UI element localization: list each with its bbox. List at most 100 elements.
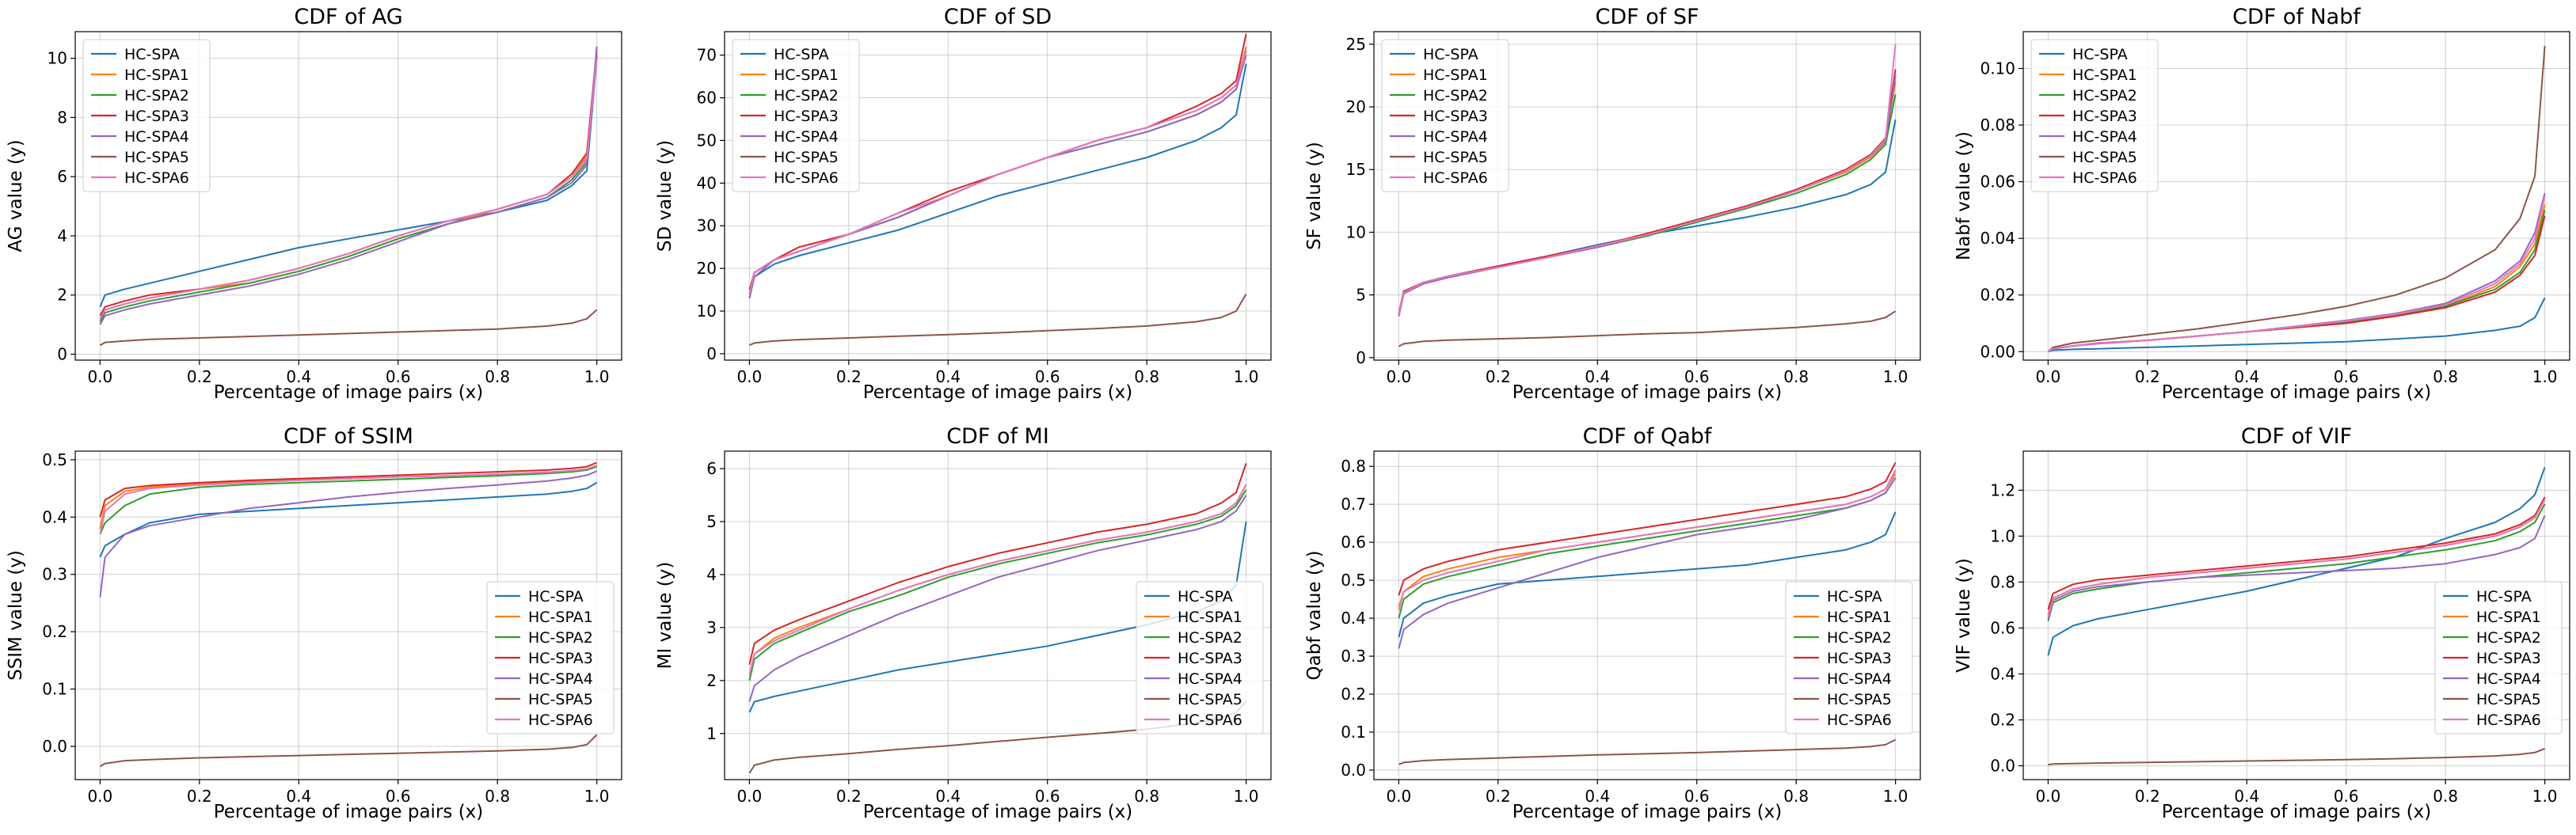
x-tick-label: 0.0 xyxy=(2035,367,2060,386)
legend-label: HC-SPA5 xyxy=(774,149,839,166)
y-tick-label: 10 xyxy=(1346,222,1366,241)
series-line-hc-spa4 xyxy=(99,46,598,325)
chart-panel-7: 0.0 0.2 0.4 0.6 0.8 1.0 0.0 0.1 0.2 0.3 0.4 0.5 0.6 0… xyxy=(1304,424,1921,822)
y-tick-label: 10 xyxy=(48,49,67,68)
y-tick-label: 0.5 xyxy=(42,450,67,469)
y-tick-label: 0 xyxy=(1356,348,1366,367)
x-tick-label: 0.2 xyxy=(1486,787,1511,806)
legend-label: HC-SPA6 xyxy=(2072,169,2137,187)
y-tick-label: 3 xyxy=(706,618,717,637)
legend: HC-SPA HC-SPA1 HC-SPA2 HC-SPA3 HC-SPA4 HC-SPA… xyxy=(2030,39,2159,192)
y-tick-label: 20 xyxy=(1346,97,1366,116)
legend-label: HC-SPA4 xyxy=(2072,128,2137,146)
y-tick-label: 5 xyxy=(706,512,717,531)
legend-label: HC-SPA5 xyxy=(1423,149,1488,166)
y-tick-label: 0 xyxy=(57,345,67,364)
legend-label: HC-SPA3 xyxy=(2476,650,2541,667)
legend-box xyxy=(1785,581,1913,734)
legend: HC-SPA HC-SPA1 HC-SPA2 HC-SPA3 HC-SPA4 HC-SPA… xyxy=(486,581,615,734)
legend-label: HC-SPA2 xyxy=(528,629,593,647)
x-tick-label: 0.8 xyxy=(2433,787,2458,806)
x-tick-label: 0.6 xyxy=(1684,367,1710,386)
x-tick-label: 0.2 xyxy=(187,787,212,806)
legend-label: HC-SPA3 xyxy=(774,108,839,125)
series-line-hc-spa xyxy=(748,63,1247,299)
x-tick-label: 0.6 xyxy=(386,787,411,806)
y-tick-label: 0.5 xyxy=(1341,571,1366,590)
chart-title: CDF of Nabf xyxy=(2232,5,2361,29)
series-line-hc-spa5 xyxy=(99,734,598,768)
legend-label: HC-SPA3 xyxy=(2072,108,2137,125)
legend-label: HC-SPA xyxy=(1827,588,1882,605)
y-tick-label: 0.1 xyxy=(42,680,67,699)
legend-label: HC-SPA xyxy=(1423,46,1478,63)
x-tick-label: 0.4 xyxy=(286,367,311,386)
y-tick-label: 0.4 xyxy=(1341,609,1366,628)
x-tick-label: 0.4 xyxy=(2234,367,2259,386)
series-line-hc-spa6 xyxy=(1398,44,1897,316)
y-tick-label: 0.3 xyxy=(1341,647,1366,666)
legend-box xyxy=(486,581,615,734)
y-tick-label: 0.2 xyxy=(1990,711,2015,730)
legend-label: HC-SPA2 xyxy=(1178,629,1242,647)
x-axis-label: Percentage of image pairs (x) xyxy=(1512,382,1783,403)
legend-label: HC-SPA3 xyxy=(528,650,593,667)
x-axis-label: Percentage of image pairs (x) xyxy=(214,802,484,822)
chart-panel-3: 0.0 0.2 0.4 0.6 0.8 1.0 0 5 10 15 20 25 CDF of SF Per… xyxy=(1304,5,1921,403)
legend-label: HC-SPA2 xyxy=(2072,87,2137,104)
y-tick-label: 0.3 xyxy=(42,565,67,584)
series-line-hc-spa3 xyxy=(1398,461,1897,596)
legend-label: HC-SPA1 xyxy=(2476,609,2541,626)
x-tick-label: 0.8 xyxy=(1783,367,1809,386)
legend: HC-SPA HC-SPA1 HC-SPA2 HC-SPA3 HC-SPA4 HC-SPA… xyxy=(2434,581,2563,734)
legend-label: HC-SPA2 xyxy=(774,87,839,104)
series-line-hc-spa2 xyxy=(748,489,1247,681)
legend-label: HC-SPA2 xyxy=(1827,629,1892,647)
x-axis-label: Percentage of image pairs (x) xyxy=(2162,802,2432,822)
y-tick-label: 0.02 xyxy=(1980,286,2015,305)
x-tick-label: 0.0 xyxy=(1386,787,1411,806)
y-tick-label: 1 xyxy=(706,724,717,743)
y-tick-label: 0.6 xyxy=(1341,533,1366,552)
x-tick-label: 1.0 xyxy=(584,787,610,806)
y-tick-label: 40 xyxy=(697,173,717,192)
y-axis-label: Qabf value (y) xyxy=(1304,551,1325,681)
x-tick-label: 1.0 xyxy=(1883,787,1908,806)
y-tick-label: 8 xyxy=(57,108,67,127)
x-tick-label: 0.2 xyxy=(836,787,862,806)
x-tick-label: 0.6 xyxy=(386,367,411,386)
y-tick-label: 0.4 xyxy=(42,507,67,526)
axes-frame xyxy=(2022,450,2570,780)
axes-frame xyxy=(724,450,1272,780)
legend-label: HC-SPA xyxy=(1178,588,1233,605)
y-tick-label: 0.8 xyxy=(1341,457,1366,476)
series-line-hc-spa6 xyxy=(1398,469,1897,611)
legend-label: HC-SPA1 xyxy=(124,66,189,84)
y-tick-label: 0.0 xyxy=(42,737,67,756)
x-tick-label: 0.8 xyxy=(485,367,510,386)
y-tick-label: 25 xyxy=(1346,35,1366,54)
legend: HC-SPA HC-SPA1 HC-SPA2 HC-SPA3 HC-SPA4 HC-SPA… xyxy=(732,39,860,192)
legend-box xyxy=(732,39,860,192)
legend: HC-SPA HC-SPA1 HC-SPA2 HC-SPA3 HC-SPA4 HC-SPA… xyxy=(1136,581,1264,734)
legend-box xyxy=(2030,39,2159,192)
y-axis-label: Nabf value (y) xyxy=(1954,131,1974,260)
legend-label: HC-SPA4 xyxy=(1423,128,1488,146)
legend-label: HC-SPA1 xyxy=(1827,609,1892,626)
y-tick-label: 0.8 xyxy=(1990,572,2015,591)
y-axis-label: SSIM value (y) xyxy=(6,550,26,681)
series-line-hc-spa xyxy=(2048,297,2546,353)
series-line-hc-spa3 xyxy=(2047,496,2546,610)
x-tick-label: 0.6 xyxy=(1684,787,1710,806)
series-line-hc-spa5 xyxy=(2048,747,2545,766)
x-tick-label: 0.2 xyxy=(1486,367,1511,386)
y-tick-label: 0.00 xyxy=(1980,342,2015,361)
x-tick-label: 0.8 xyxy=(2433,367,2458,386)
legend-label: HC-SPA4 xyxy=(1178,670,1242,688)
legend-label: HC-SPA2 xyxy=(124,87,189,104)
y-tick-label: 60 xyxy=(697,89,717,108)
x-tick-label: 0.0 xyxy=(1386,367,1411,386)
axes-frame xyxy=(74,450,622,780)
legend-label: HC-SPA xyxy=(528,588,584,605)
x-axis-label: Percentage of image pairs (x) xyxy=(863,382,1133,403)
